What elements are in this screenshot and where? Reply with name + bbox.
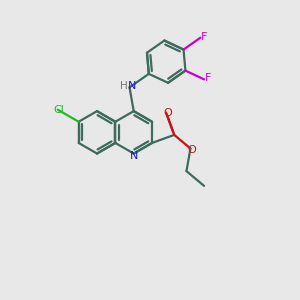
- Text: F: F: [204, 73, 211, 83]
- Text: O: O: [164, 108, 172, 118]
- Text: N: N: [130, 151, 139, 161]
- Text: H: H: [120, 81, 128, 91]
- Text: N: N: [128, 81, 137, 91]
- Text: F: F: [201, 32, 207, 41]
- Text: O: O: [188, 145, 196, 155]
- Text: Cl: Cl: [53, 105, 64, 115]
